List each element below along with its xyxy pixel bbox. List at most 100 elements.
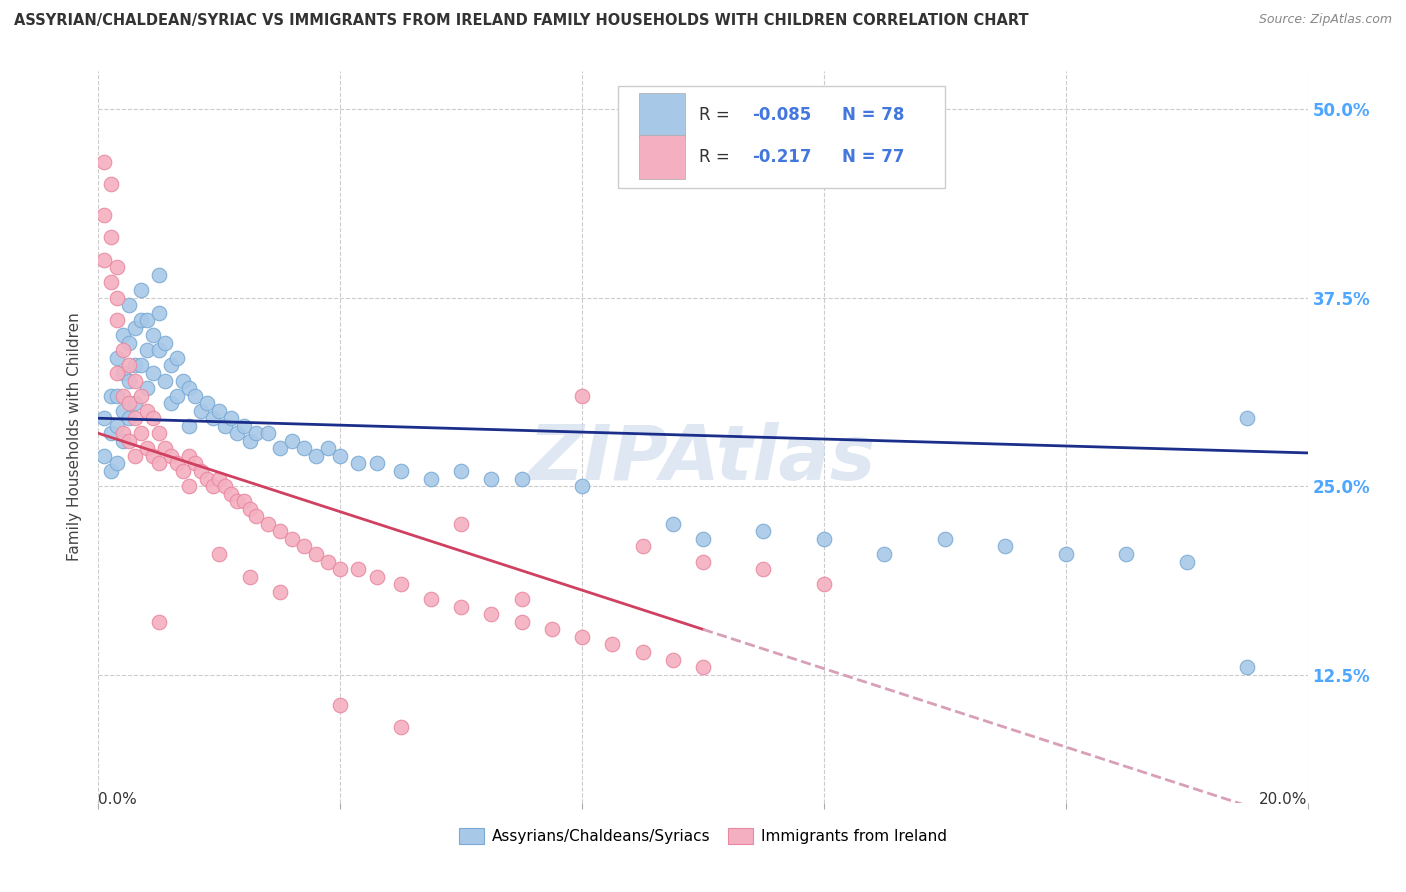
FancyBboxPatch shape bbox=[619, 86, 945, 188]
Point bbox=[661, 652, 683, 666]
Point bbox=[118, 335, 141, 350]
Point bbox=[100, 230, 122, 244]
Point bbox=[389, 577, 412, 591]
Text: 0.0%: 0.0% bbox=[98, 792, 138, 807]
Point bbox=[692, 554, 714, 568]
Point bbox=[105, 291, 128, 305]
Point bbox=[190, 403, 212, 417]
Point bbox=[256, 516, 278, 531]
Point bbox=[226, 494, 249, 508]
Point bbox=[208, 403, 231, 417]
Point bbox=[148, 457, 170, 471]
Point bbox=[239, 569, 262, 583]
Point bbox=[118, 411, 141, 425]
Point bbox=[166, 389, 188, 403]
Point bbox=[100, 464, 122, 478]
Point bbox=[93, 252, 115, 267]
Text: N = 78: N = 78 bbox=[842, 106, 904, 124]
Point bbox=[813, 577, 835, 591]
Point bbox=[540, 623, 562, 637]
Point bbox=[1054, 547, 1077, 561]
Point bbox=[118, 298, 141, 312]
Point bbox=[172, 374, 194, 388]
Point bbox=[111, 343, 134, 358]
Point bbox=[208, 471, 231, 485]
Point bbox=[105, 366, 128, 380]
Point bbox=[93, 449, 115, 463]
Text: R =: R = bbox=[699, 148, 735, 166]
Point bbox=[316, 442, 339, 456]
Point bbox=[184, 389, 207, 403]
Point bbox=[129, 283, 152, 297]
Point bbox=[153, 335, 176, 350]
Point bbox=[420, 592, 443, 607]
Point bbox=[281, 532, 304, 546]
Point bbox=[245, 426, 267, 441]
Point bbox=[202, 411, 225, 425]
Point bbox=[148, 615, 170, 629]
Point bbox=[124, 374, 146, 388]
Point bbox=[184, 457, 207, 471]
Point bbox=[111, 389, 134, 403]
Point bbox=[111, 403, 134, 417]
Point bbox=[221, 486, 243, 500]
Point bbox=[105, 260, 128, 275]
Text: -0.217: -0.217 bbox=[752, 148, 813, 166]
Point bbox=[93, 411, 115, 425]
Point bbox=[481, 607, 503, 622]
Point bbox=[292, 540, 315, 554]
Point bbox=[389, 464, 412, 478]
Point bbox=[329, 698, 352, 712]
Point bbox=[510, 471, 533, 485]
Point bbox=[111, 366, 134, 380]
Point bbox=[994, 540, 1017, 554]
Point bbox=[347, 457, 370, 471]
Point bbox=[148, 306, 170, 320]
Text: 20.0%: 20.0% bbox=[1260, 792, 1308, 807]
Point bbox=[124, 396, 146, 410]
Point bbox=[450, 516, 472, 531]
Point bbox=[305, 449, 328, 463]
Point bbox=[232, 418, 254, 433]
Point bbox=[214, 418, 236, 433]
Point bbox=[93, 154, 115, 169]
Point bbox=[329, 449, 352, 463]
Point bbox=[100, 389, 122, 403]
Point bbox=[347, 562, 370, 576]
Point bbox=[160, 396, 183, 410]
Point bbox=[281, 434, 304, 448]
Point bbox=[179, 449, 201, 463]
Point bbox=[142, 328, 165, 343]
Point bbox=[873, 547, 896, 561]
Point bbox=[166, 351, 188, 365]
Point bbox=[256, 426, 278, 441]
Point bbox=[135, 442, 157, 456]
Point bbox=[1175, 554, 1198, 568]
Point bbox=[118, 396, 141, 410]
Point bbox=[481, 471, 503, 485]
Point bbox=[111, 426, 134, 441]
Point bbox=[269, 524, 291, 539]
Point bbox=[510, 615, 533, 629]
Point bbox=[142, 411, 165, 425]
Point bbox=[142, 449, 165, 463]
Point bbox=[195, 471, 218, 485]
Point bbox=[190, 464, 212, 478]
Point bbox=[100, 426, 122, 441]
Point bbox=[1115, 547, 1137, 561]
Point bbox=[450, 599, 472, 614]
Point bbox=[129, 389, 152, 403]
Point bbox=[366, 457, 388, 471]
Text: N = 77: N = 77 bbox=[842, 148, 904, 166]
Point bbox=[100, 276, 122, 290]
Text: ZIPAtlas: ZIPAtlas bbox=[529, 422, 877, 496]
Point bbox=[105, 418, 128, 433]
Point bbox=[305, 547, 328, 561]
Point bbox=[124, 320, 146, 334]
Point bbox=[100, 178, 122, 192]
Point bbox=[450, 464, 472, 478]
Point bbox=[118, 434, 141, 448]
Point bbox=[142, 366, 165, 380]
Point bbox=[366, 569, 388, 583]
Legend: Assyrians/Chaldeans/Syriacs, Immigrants from Ireland: Assyrians/Chaldeans/Syriacs, Immigrants … bbox=[453, 822, 953, 850]
